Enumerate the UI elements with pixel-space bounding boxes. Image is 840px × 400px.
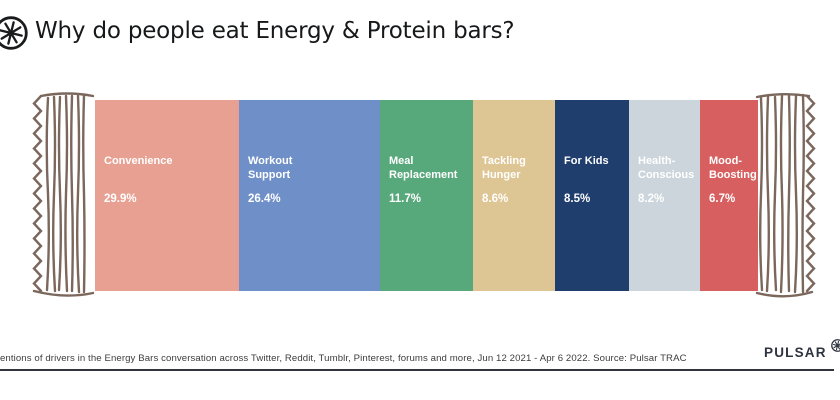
segment-value: 6.7% (709, 193, 736, 205)
footer-rule (0, 369, 834, 371)
segment-label: Mood- Boosting (709, 155, 757, 181)
source-caption: entions of drivers in the Energy Bars co… (0, 353, 687, 364)
segment-value: 26.4% (248, 193, 281, 205)
bar-segment: Health- Conscious 8.2% (629, 100, 700, 291)
segment-label: Workout Support (248, 155, 293, 181)
bar-segment: Workout Support 26.4% (239, 100, 380, 291)
pulsar-mark-icon (831, 339, 840, 352)
bar-segment: Tackling Hunger 8.6% (473, 100, 555, 291)
segment-label: Tackling Hunger (482, 155, 526, 181)
wrapper-right-crimp-icon (755, 93, 816, 298)
page-title: Why do people eat Energy & Protein bars? (35, 18, 515, 44)
wrapper-left-crimp-icon (32, 92, 95, 297)
segment-label: Health- Conscious (638, 155, 695, 181)
bar-segment: Convenience 29.9% (95, 100, 239, 291)
segment-label: For Kids (564, 155, 609, 167)
bar-segment: Mood- Boosting 6.7% (700, 100, 758, 291)
segment-label: Meal Replacement (389, 155, 458, 181)
segment-value: 8.5% (564, 193, 591, 205)
segment-value: 29.9% (104, 193, 137, 205)
pulsar-wordmark: PULSAR (764, 345, 827, 360)
bar-segments: Convenience 29.9% Workout Support 26.4% Meal… (95, 100, 758, 291)
segment-value: 8.6% (482, 193, 509, 205)
segment-value: 8.2% (638, 193, 665, 205)
pulsar-asterisk-icon (0, 16, 28, 50)
bar-segment: For Kids 8.5% (555, 100, 629, 291)
segment-label: Convenience (104, 155, 173, 167)
bar-segment: Meal Replacement 11.7% (380, 100, 473, 291)
segment-value: 11.7% (389, 193, 421, 205)
